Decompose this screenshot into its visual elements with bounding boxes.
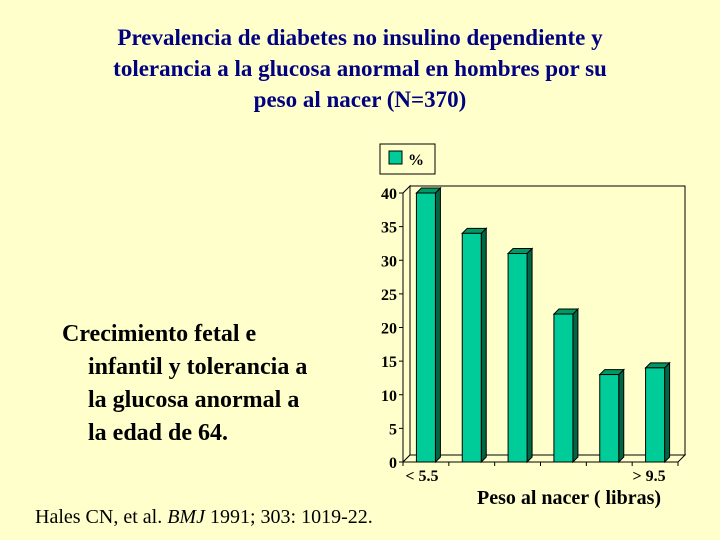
citation-authors: Hales CN, et al.	[35, 506, 168, 528]
bar	[598, 368, 625, 464]
bar	[644, 361, 671, 464]
y-tick-label: 5	[389, 421, 397, 438]
plot-back-wall	[409, 185, 686, 456]
citation: Hales CN, et al. BMJ 1991; 303: 1019-22.	[35, 506, 373, 529]
y-tick-label: 30	[381, 253, 397, 270]
y-tick-label: 0	[389, 455, 397, 472]
bar	[506, 247, 534, 464]
description-text: Crecimiento fetal e infantil y toleranci…	[62, 318, 362, 450]
description-line-1: Crecimiento fetal e	[62, 321, 257, 347]
legend-label: %	[408, 152, 424, 169]
legend-swatch	[388, 150, 403, 165]
chart-ticks: 0 5 10 15 20 25 30 35 40 < 5.5 > 9.5	[381, 186, 679, 485]
description-line-2: infantil y tolerancia a	[88, 354, 308, 380]
chart-axes	[401, 184, 687, 464]
x-category-label-last: > 9.5	[633, 468, 666, 485]
y-tick-label: 15	[381, 354, 397, 371]
chart-legend: %	[379, 143, 436, 175]
y-tick-label: 25	[381, 287, 397, 304]
bar	[552, 307, 580, 464]
y-axis-wall	[402, 184, 411, 464]
citation-details: 1991; 303: 1019-22.	[204, 506, 373, 528]
chart-title: Prevalencia de diabetes no insulino depe…	[20, 22, 700, 115]
y-tick-label: 20	[381, 321, 397, 338]
description-line-4: la edad de 64.	[88, 420, 229, 446]
y-tick-label: 10	[381, 388, 397, 405]
x-axis-label: Peso al nacer ( libras)	[477, 487, 662, 509]
bar	[461, 227, 488, 464]
chart-bars	[415, 186, 671, 464]
x-category-label-first: < 5.5	[405, 468, 438, 485]
plot-floor	[401, 454, 687, 463]
title-line-3: peso al nacer (N=370)	[253, 87, 467, 112]
bar	[415, 186, 442, 464]
title-line-2: tolerancia a la glucosa anormal en hombr…	[113, 56, 607, 81]
description-line-3: la glucosa anormal a	[88, 387, 300, 413]
y-tick-label: 40	[381, 186, 397, 203]
citation-journal: BMJ	[167, 506, 205, 528]
title-line-1: Prevalencia de diabetes no insulino depe…	[117, 25, 603, 50]
y-tick-label: 35	[381, 220, 397, 237]
